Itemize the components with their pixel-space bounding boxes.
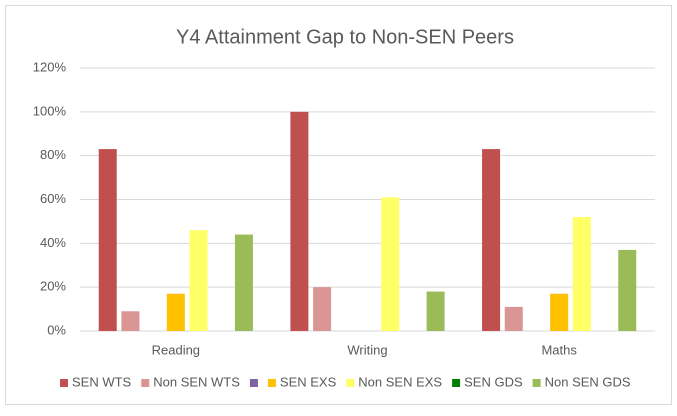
- bar: [234, 234, 253, 331]
- bar: [290, 111, 309, 331]
- chart-title: Y4 Attainment Gap to Non-SEN Peers: [176, 26, 514, 48]
- y-tick-label: 80%: [40, 147, 66, 162]
- bar: [189, 230, 208, 331]
- legend-swatch: [346, 379, 355, 387]
- legend-label: Non SEN EXS: [358, 374, 442, 389]
- y-tick-label: 120%: [33, 59, 67, 74]
- x-tick-label: Writing: [347, 342, 387, 357]
- y-tick-label: 20%: [40, 279, 66, 294]
- legend-label: SEN WTS: [72, 374, 132, 389]
- legend-label: Non SEN GDS: [545, 374, 631, 389]
- x-tick-label: Reading: [152, 342, 200, 357]
- legend-swatch: [60, 379, 68, 387]
- legend-swatch: [267, 379, 276, 387]
- bar: [504, 306, 523, 331]
- bar: [618, 249, 637, 331]
- y-tick-label: 40%: [40, 235, 66, 250]
- legend-swatch: [452, 379, 461, 387]
- legend-swatch: [532, 379, 541, 387]
- x-tick-label: Maths: [541, 342, 577, 357]
- legend-label: Non SEN WTS: [153, 374, 240, 389]
- legend-swatch: [249, 379, 258, 387]
- legend-swatch: [141, 379, 150, 387]
- bar: [426, 291, 445, 331]
- legend-label: SEN GDS: [464, 374, 523, 389]
- legend-label: SEN EXS: [280, 374, 337, 389]
- bar: [98, 149, 117, 331]
- bar: [166, 293, 185, 331]
- y-tick-label: 60%: [40, 191, 66, 206]
- bar: [381, 197, 400, 331]
- bar: [550, 293, 569, 331]
- y-tick-label: 100%: [33, 103, 67, 118]
- bar: [313, 287, 332, 331]
- y-tick-label: 0%: [47, 322, 66, 337]
- bar: [482, 149, 501, 331]
- bar: [572, 217, 591, 331]
- bar: [121, 311, 140, 331]
